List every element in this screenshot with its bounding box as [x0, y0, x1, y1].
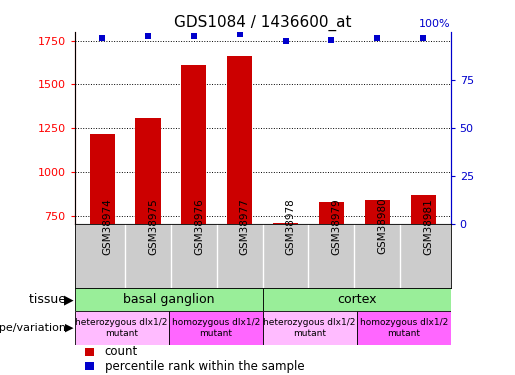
- Bar: [263, 311, 356, 345]
- Text: count: count: [105, 345, 138, 358]
- Text: GSM38979: GSM38979: [332, 198, 341, 255]
- Text: homozygous dlx1/2
mutant: homozygous dlx1/2 mutant: [171, 318, 260, 338]
- Text: genotype/variation: genotype/variation: [0, 323, 70, 333]
- Bar: [75, 311, 168, 345]
- Text: percentile rank within the sample: percentile rank within the sample: [105, 360, 304, 373]
- Point: [282, 39, 290, 45]
- Text: basal ganglion: basal ganglion: [123, 293, 214, 306]
- Text: homozygous dlx1/2
mutant: homozygous dlx1/2 mutant: [359, 318, 448, 338]
- Point: [235, 31, 244, 37]
- Bar: [135, 118, 161, 346]
- Text: GSM38981: GSM38981: [423, 198, 433, 255]
- Bar: [227, 56, 252, 346]
- Bar: [365, 200, 390, 346]
- Text: GSM38975: GSM38975: [148, 198, 158, 255]
- Bar: [273, 222, 298, 346]
- Bar: [263, 288, 451, 311]
- Point: [419, 34, 427, 40]
- Point: [144, 33, 152, 39]
- Text: cortex: cortex: [337, 293, 376, 306]
- Title: GDS1084 / 1436600_at: GDS1084 / 1436600_at: [174, 14, 351, 30]
- Point: [373, 34, 382, 40]
- Text: tissue: tissue: [28, 293, 70, 306]
- Bar: [319, 201, 344, 346]
- Text: 100%: 100%: [419, 19, 451, 29]
- Bar: [85, 348, 94, 355]
- Bar: [85, 362, 94, 370]
- Text: GSM38974: GSM38974: [102, 198, 112, 255]
- Bar: [181, 65, 207, 346]
- Text: GSM38976: GSM38976: [194, 198, 204, 255]
- Point: [328, 37, 336, 43]
- Bar: [168, 311, 263, 345]
- Text: ▶: ▶: [63, 293, 73, 306]
- Bar: [75, 288, 263, 311]
- Text: GSM38977: GSM38977: [239, 198, 250, 255]
- Text: heterozygous dlx1/2
mutant: heterozygous dlx1/2 mutant: [264, 318, 356, 338]
- Text: GSM38980: GSM38980: [377, 198, 387, 255]
- Text: heterozygous dlx1/2
mutant: heterozygous dlx1/2 mutant: [76, 318, 168, 338]
- Bar: [356, 311, 451, 345]
- Point: [190, 33, 198, 39]
- Bar: [410, 195, 436, 346]
- Text: GSM38978: GSM38978: [286, 198, 296, 255]
- Bar: [90, 134, 115, 346]
- Point: [98, 34, 106, 40]
- Text: ▶: ▶: [64, 323, 73, 333]
